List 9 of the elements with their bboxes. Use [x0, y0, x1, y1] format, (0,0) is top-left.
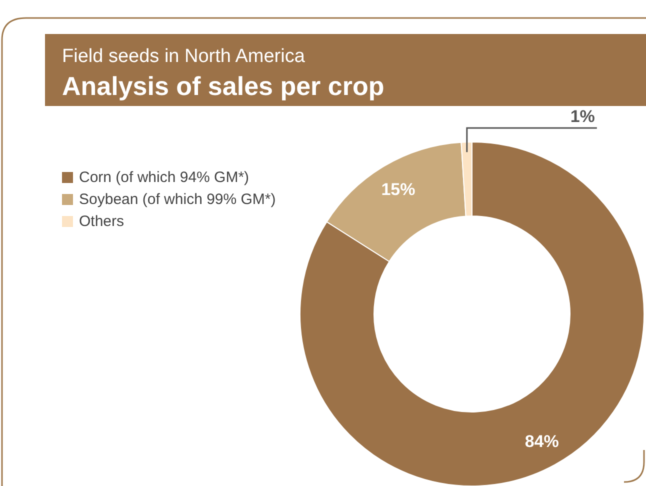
legend-label: Corn (of which 94% GM*): [79, 169, 250, 186]
legend-label: Soybean (of which 99% GM*): [79, 191, 276, 208]
legend-label: Others: [79, 213, 124, 230]
data-label: 1%: [570, 107, 595, 126]
data-label: 84%: [524, 432, 559, 452]
chart-title: Field seeds in North America: [62, 46, 306, 67]
data-label: 15%: [381, 180, 416, 200]
chart-subtitle: Analysis of sales per crop: [62, 71, 384, 101]
donut-slice: [300, 142, 644, 486]
